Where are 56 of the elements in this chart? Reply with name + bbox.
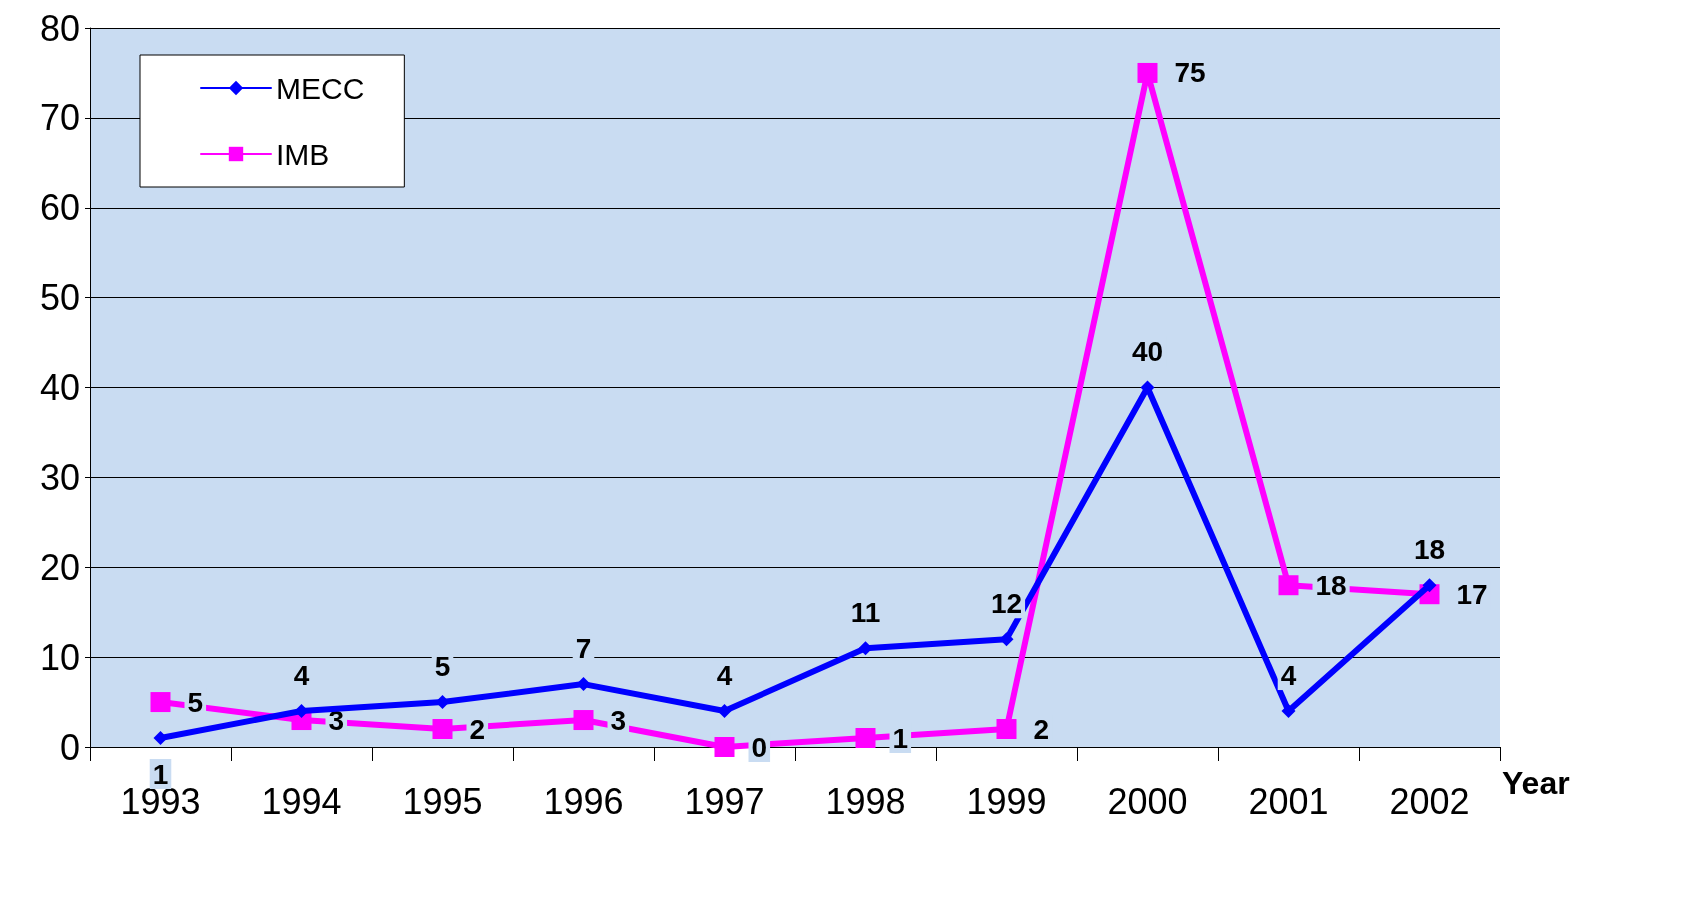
x-axis-title: Year <box>1502 765 1570 801</box>
data-label: 0 <box>751 731 768 763</box>
point <box>714 737 735 757</box>
data-label: 3 <box>610 704 627 736</box>
point <box>1278 575 1299 596</box>
point <box>153 731 168 746</box>
y-tick-label: 10 <box>39 636 80 678</box>
point <box>1281 704 1296 719</box>
data-label: 2 <box>1033 713 1050 745</box>
x-tick-label: 1995 <box>402 780 483 822</box>
data-label: 75 <box>1174 57 1206 89</box>
data-label: 7 <box>575 632 592 664</box>
y-tick-label: 30 <box>39 456 80 498</box>
data-label: 12 <box>990 587 1023 619</box>
y-tick-label: 40 <box>39 367 80 408</box>
data-label: 17 <box>1456 578 1488 610</box>
x-tick-label: 1999 <box>966 780 1047 822</box>
data-label: 18 <box>1413 533 1446 565</box>
y-tick-label: 80 <box>39 7 80 49</box>
x-tick-label: 1997 <box>684 780 765 822</box>
data-label: 11 <box>850 596 881 628</box>
point <box>717 704 732 719</box>
legend-label: MECC <box>276 71 365 105</box>
x-tick-label: 2002 <box>1389 780 1470 822</box>
data-label: 4 <box>716 659 733 691</box>
point <box>294 704 309 719</box>
point <box>573 710 594 731</box>
point <box>1137 62 1158 83</box>
y-tick-label: 60 <box>39 187 80 229</box>
point <box>1140 380 1155 395</box>
y-tick-label: 50 <box>39 277 80 319</box>
data-label: 2 <box>469 713 486 745</box>
data-label: 5 <box>187 686 204 718</box>
y-tick-label: 20 <box>39 546 80 588</box>
x-tick-label: 1994 <box>261 780 342 822</box>
data-label: 1 <box>892 722 909 754</box>
y-tick-label: 0 <box>59 726 80 768</box>
legend-label: IMB <box>276 137 330 171</box>
data-label: 18 <box>1315 569 1347 601</box>
data-label: 40 <box>1131 336 1164 367</box>
x-tick-label: 2000 <box>1107 780 1188 822</box>
data-label: 5 <box>434 650 451 682</box>
point <box>576 677 591 692</box>
point <box>432 719 453 740</box>
x-tick-label: 1998 <box>825 780 906 822</box>
x-tick-label: 2001 <box>1248 780 1329 822</box>
data-label: 4 <box>1280 659 1297 691</box>
point <box>150 692 171 713</box>
y-tick-label: 70 <box>39 97 80 139</box>
point <box>996 719 1017 740</box>
point <box>1422 578 1437 593</box>
data-label: 4 <box>293 659 310 691</box>
data-label: 3 <box>328 704 345 736</box>
point <box>855 728 876 749</box>
x-tick-label: 1996 <box>543 780 624 822</box>
point <box>435 695 450 710</box>
